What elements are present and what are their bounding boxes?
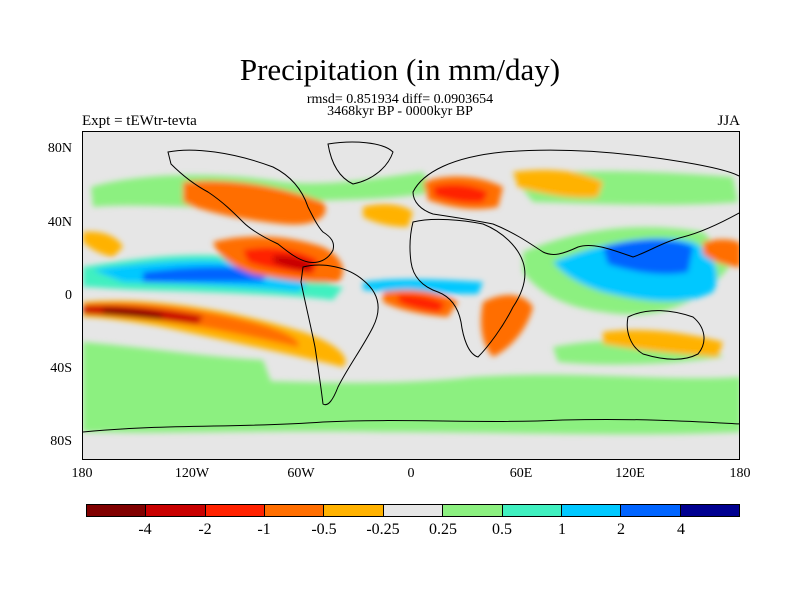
red-region: [703, 239, 739, 267]
lat-label: 80S: [50, 434, 72, 449]
coastline-south-america: [300, 264, 379, 406]
colorbar-label: -4: [138, 521, 152, 538]
red-region: [103, 308, 163, 319]
colorbar-swatch: [561, 505, 622, 516]
lat-label: 80N: [47, 141, 72, 156]
coastline-australia: [626, 310, 705, 360]
red-region: [481, 295, 533, 357]
green-region: [83, 342, 273, 388]
lon-label: 180: [71, 466, 93, 481]
colorbar-swatch: [265, 505, 325, 516]
coastline-greenland: [327, 141, 394, 185]
colorbar-swatch: [502, 505, 562, 516]
red-region: [513, 170, 603, 198]
lat-label: 0: [65, 288, 72, 303]
colorbar-swatch: [324, 505, 384, 516]
colorbar-swatch: [383, 505, 444, 516]
lon-label: 60W: [287, 466, 315, 481]
period-text: 3468kyr BP - 0000kyr BP: [327, 104, 473, 119]
colorbar: [86, 504, 740, 517]
coastline-europe-asia: [412, 149, 739, 258]
colorbar-label: 1: [558, 521, 566, 538]
colorbar-label: -0.25: [366, 521, 400, 538]
colorbar-label: 0.5: [492, 521, 512, 538]
colorbar-swatch: [443, 505, 503, 516]
map-title: Precipitation (in mm/day): [239, 52, 561, 87]
colorbar-label: -2: [198, 521, 212, 538]
colorbar-swatch: [87, 505, 147, 516]
colorbar-swatch: [205, 505, 266, 516]
colorbar-swatch: [680, 505, 739, 516]
red-region: [398, 294, 445, 312]
lon-label: 60E: [509, 466, 533, 481]
red-region: [363, 204, 413, 227]
season-label: JJA: [717, 113, 740, 129]
red-region: [603, 330, 723, 357]
experiment-label: Expt = tEWtr-tevta: [82, 113, 197, 129]
blue-region: [143, 266, 268, 282]
colorbar-label: 2: [617, 521, 625, 538]
colorbar-label: -1: [257, 521, 271, 538]
coastline-north-america: [167, 149, 334, 263]
lon-label: 120E: [615, 466, 645, 481]
coastline-africa: [409, 218, 526, 358]
blue-region: [363, 279, 483, 294]
colorbar-swatch: [146, 505, 206, 516]
colorbar-swatch: [621, 505, 681, 516]
stats-text: rmsd= 0.851934 diff= 0.0903654: [306, 92, 494, 107]
lat-label: 40S: [50, 361, 72, 376]
colorbar-label: 4: [677, 521, 685, 538]
red-region: [433, 184, 488, 203]
lon-label: 0: [407, 466, 415, 481]
red-region: [183, 180, 326, 225]
precipitation-field: [83, 132, 739, 459]
map-plot: [82, 131, 740, 460]
blue-region: [603, 239, 693, 275]
lon-label: 180: [729, 466, 751, 481]
colorbar-label: -0.5: [311, 521, 337, 538]
red-region: [83, 231, 123, 257]
coastlines: [83, 141, 739, 433]
coastline-antarctica: [83, 418, 739, 433]
lat-label: 40N: [47, 215, 72, 230]
colorbar-label: 0.25: [429, 521, 457, 538]
lon-label: 120W: [174, 466, 210, 481]
